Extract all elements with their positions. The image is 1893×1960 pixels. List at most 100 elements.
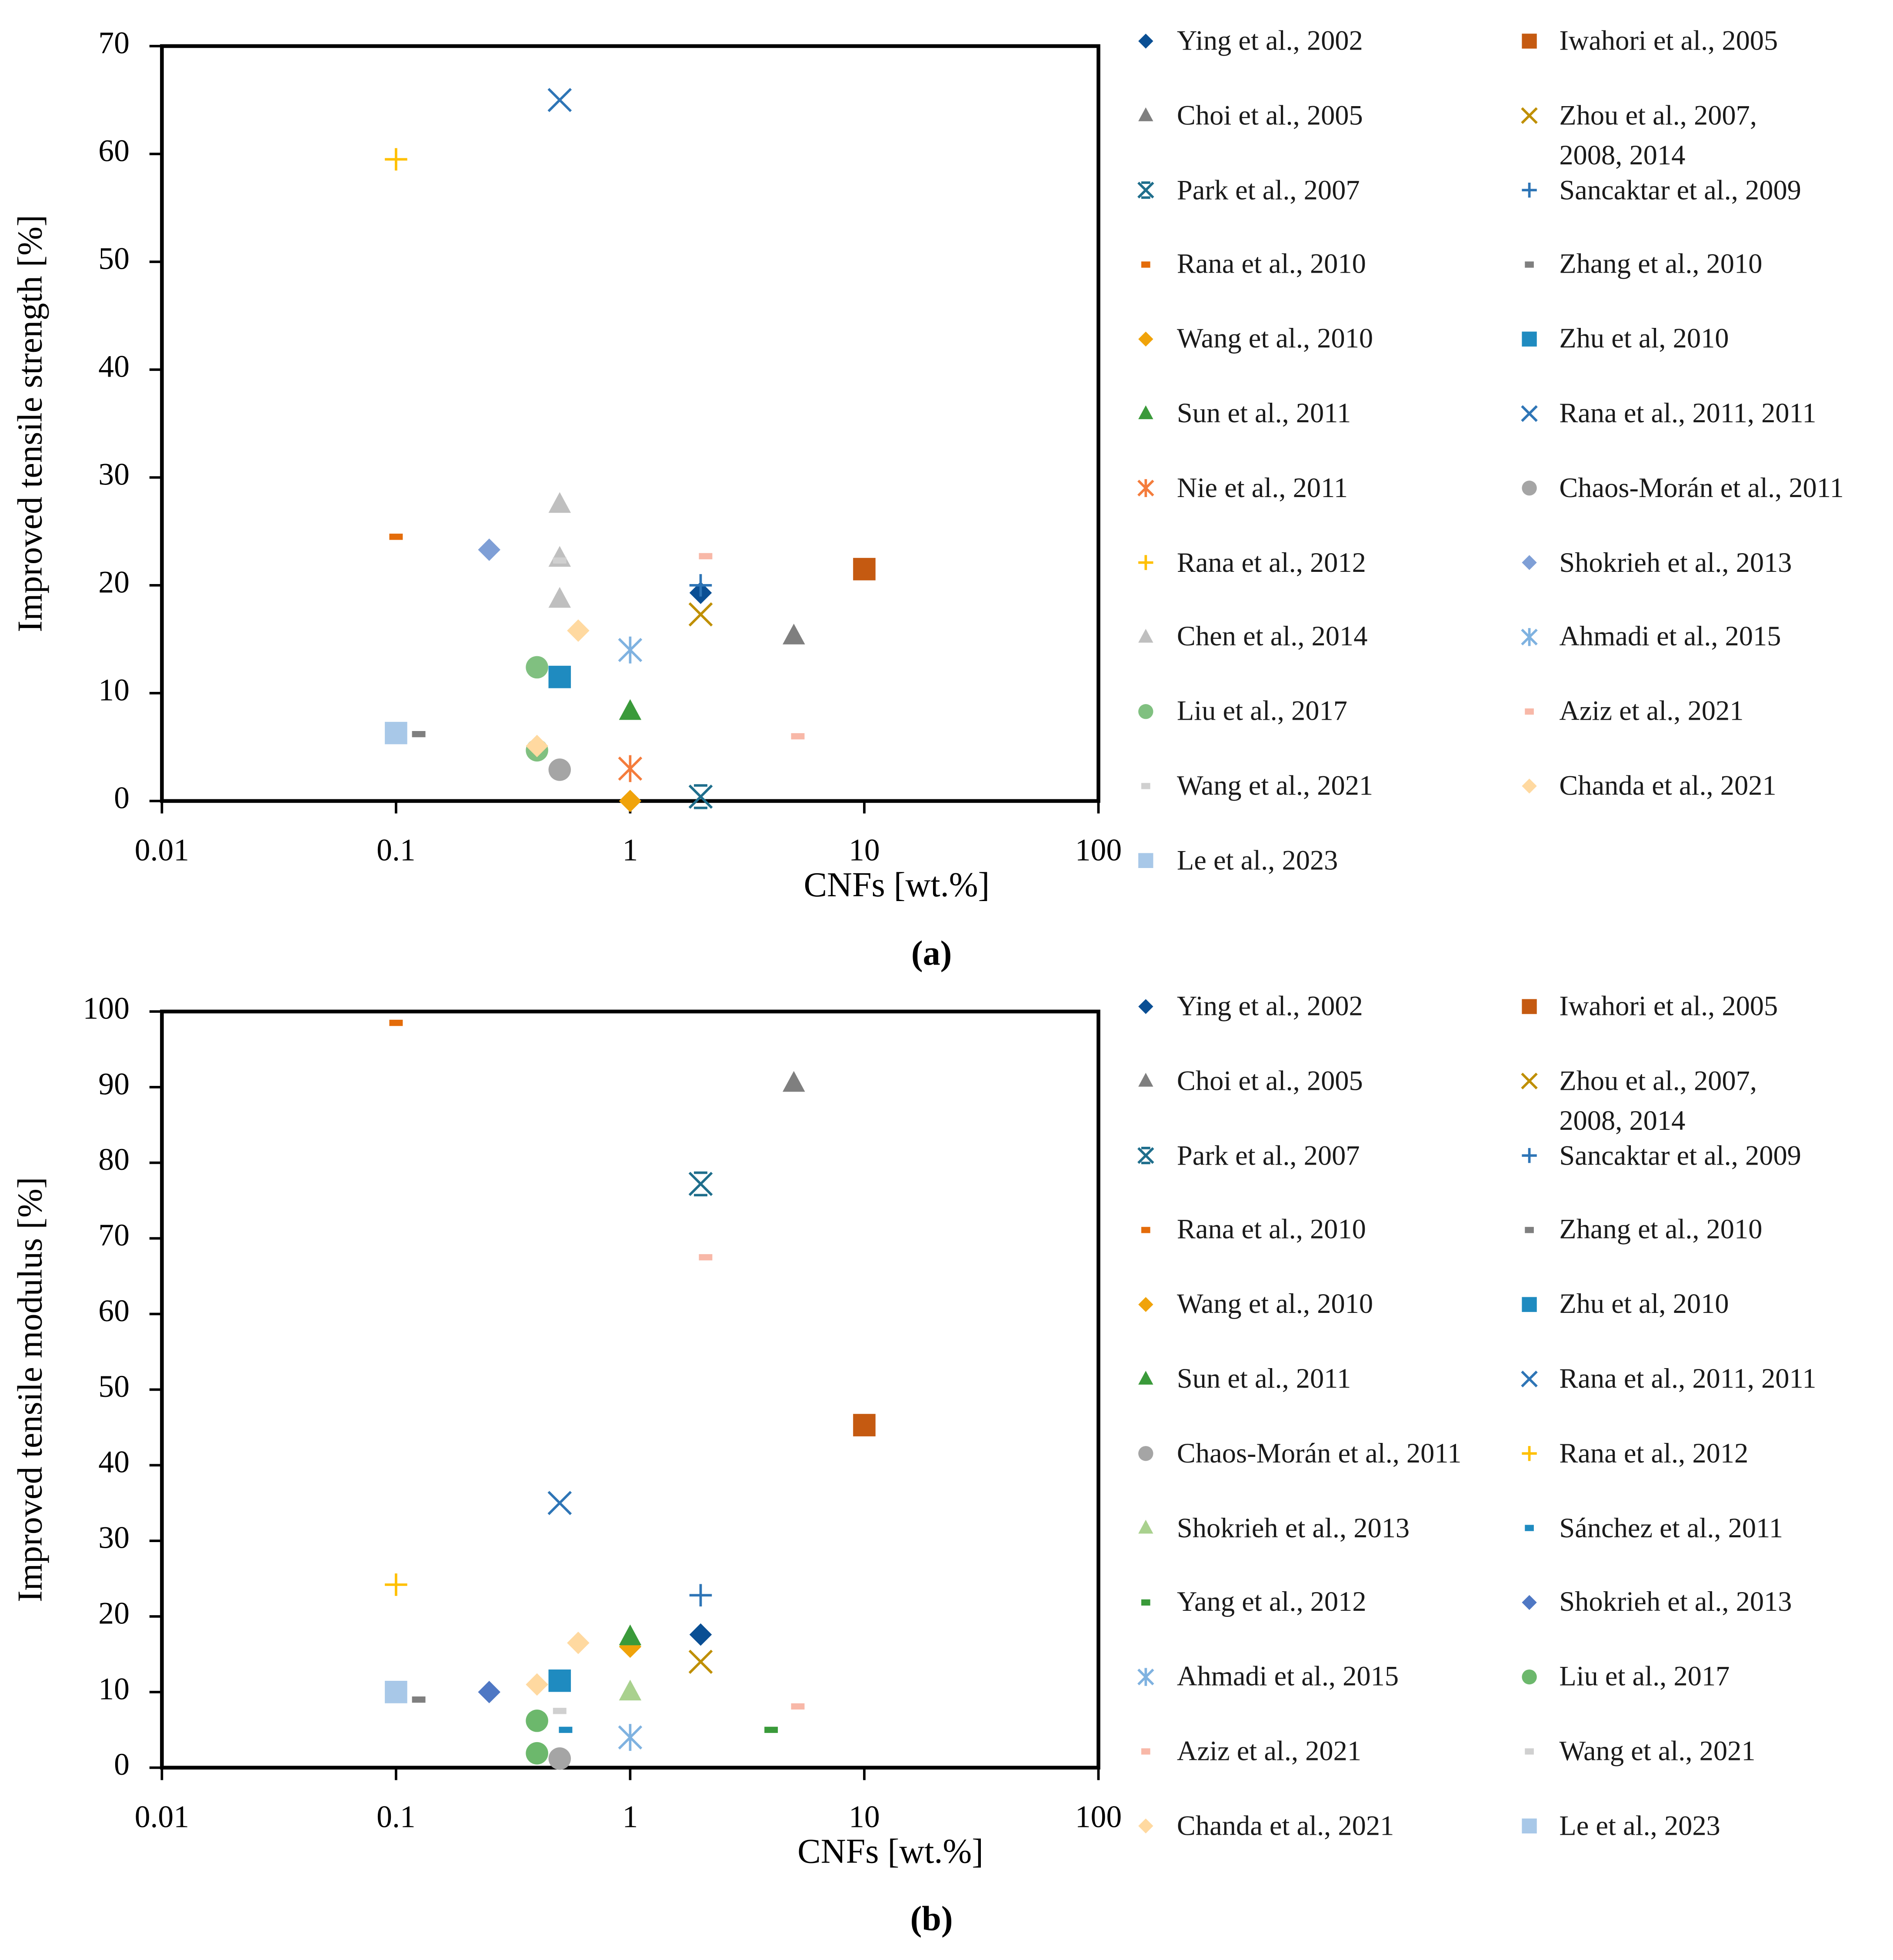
legend-entry: Park et al., 2007 <box>1176 1139 1360 1171</box>
data-point <box>689 1623 712 1646</box>
legend-label: Sánchez et al., 2011 <box>1559 1512 1783 1543</box>
caption: (b) <box>910 1900 953 1938</box>
legend-entry: Zhang et al., 2010 <box>1559 248 1762 280</box>
data-point <box>385 148 407 171</box>
y-tick-label: 10 <box>98 673 130 707</box>
legend-marker <box>1521 1072 1538 1090</box>
legend-marker <box>1137 1147 1154 1165</box>
data-point <box>548 1747 571 1770</box>
legend-marker <box>1522 778 1537 794</box>
legend-label: Rana et al., 2012 <box>1176 546 1366 578</box>
legend-entry: Wang et al., 2010 <box>1176 1288 1373 1320</box>
legend-entry: Shokrieh et al., 2013 <box>1177 1512 1410 1543</box>
legend-entry: Wang et al., 2021 <box>1177 770 1373 801</box>
legend-entry: Aziz et al., 2021 <box>1559 695 1744 727</box>
legend-entry: Rana et al., 2012 <box>1176 546 1366 578</box>
legend-label: Ying et al., 2002 <box>1176 25 1363 56</box>
legend-marker <box>1138 1072 1153 1087</box>
legend-marker <box>1522 999 1537 1014</box>
legend-entry: Ahmadi et al., 2015 <box>1559 621 1781 652</box>
legend-marker <box>1138 331 1153 347</box>
legend-label: Park et al., 2007 <box>1176 1139 1360 1171</box>
legend-label: Rana et al., 2010 <box>1176 248 1366 280</box>
legend-entry: Zhou et al., 2007, 2008, 2014 <box>1559 1065 1757 1136</box>
caption: (a) <box>911 934 952 972</box>
data-point <box>783 624 805 644</box>
legend-entry: Nie et al., 2011 <box>1177 472 1348 503</box>
legend-label: Aziz et al., 2021 <box>1559 695 1744 727</box>
data-point <box>619 1680 642 1701</box>
legend-marker <box>1522 182 1537 198</box>
legend-entry: Rana et al., 2010 <box>1176 248 1366 280</box>
legend-entry: Ying et al., 2002 <box>1177 990 1363 1022</box>
y-tick-label: 40 <box>98 1445 130 1479</box>
legend-label: Sancaktar et al., 2009 <box>1559 174 1801 205</box>
legend-label: Le et al., 2023 <box>1559 1810 1720 1841</box>
plot-frame <box>160 44 1100 803</box>
legend-marker <box>1522 1297 1537 1312</box>
legend-entry: Sun et al., 2011 <box>1176 397 1351 429</box>
legend-entry: Sancaktar et al., 2009 <box>1559 174 1801 205</box>
legend-marker <box>1138 629 1153 643</box>
data-point <box>526 1673 548 1696</box>
legend-entry: Chanda et al., 2021 <box>1559 770 1776 801</box>
legend-marker <box>1522 1446 1537 1461</box>
legend-entry: Liu et al., 2017 <box>1177 695 1347 727</box>
legend-marker <box>1137 181 1154 199</box>
legend-marker <box>1522 481 1537 496</box>
legend-marker <box>1138 1519 1153 1534</box>
data-point <box>547 1491 572 1515</box>
legend-label: Shokrieh et al., 2013 <box>1559 546 1792 578</box>
legend-label: Zhu et al, 2010 <box>1559 323 1729 354</box>
y-tick-label: 10 <box>98 1672 130 1706</box>
legend-entry: Choi et al., 2005 <box>1176 99 1363 131</box>
legend-label: Wang et al., 2010 <box>1176 323 1373 354</box>
legend-label: Chaos-Morán et al., 2011 <box>1176 1437 1462 1469</box>
legend-entry: Le et al., 2023 <box>1559 1810 1720 1841</box>
legend-label: Sancaktar et al., 2009 <box>1559 1139 1801 1171</box>
y-axis-title: Improved tensile modulus [%] <box>11 1177 50 1603</box>
data-point <box>853 558 876 581</box>
legend-label: Rana et al., 2011, 2011 <box>1559 397 1816 429</box>
legend-marker <box>1521 628 1538 646</box>
legend-marker <box>1138 999 1153 1014</box>
legend-entry: Zhu et al, 2010 <box>1559 323 1729 354</box>
legend-label: Shokrieh et al., 2013 <box>1559 1586 1792 1618</box>
legend-entry: Rana et al., 2012 <box>1559 1437 1748 1469</box>
legend-label: Choi et al., 2005 <box>1176 99 1363 131</box>
legend-label: Le et al., 2023 <box>1176 844 1338 876</box>
legend-marker <box>1137 479 1154 497</box>
y-tick-label: 100 <box>83 991 129 1025</box>
data-point <box>618 1724 643 1751</box>
legend-label: Chanda et al., 2021 <box>1176 1810 1394 1841</box>
data-point <box>526 735 548 758</box>
legend-entry: Chen et al., 2014 <box>1177 621 1368 652</box>
legend-label: Zhang et al., 2010 <box>1559 1214 1763 1245</box>
legend-entry: Le et al., 2023 <box>1176 844 1338 876</box>
legend-entry: Sun et al., 2011 <box>1177 1363 1351 1394</box>
legend-marker <box>1522 1148 1537 1163</box>
legend-entry: Iwahori et al., 2005 <box>1559 25 1778 56</box>
x-tick-label: 0.1 <box>377 1800 416 1834</box>
y-tick-label: 20 <box>98 565 130 599</box>
data-point <box>688 1649 713 1674</box>
legend-entry: Rana et al., 2011, 2011 <box>1559 397 1816 429</box>
y-tick-label: 30 <box>98 457 130 491</box>
legend-label: Chanda et al., 2021 <box>1559 770 1776 801</box>
data-point <box>478 1681 500 1703</box>
legend-label: Yang et al., 2012 <box>1176 1586 1366 1618</box>
data-point <box>526 656 548 679</box>
y-tick-label: 0 <box>114 1747 130 1782</box>
legend-marker <box>1521 405 1538 422</box>
data-point <box>548 1669 571 1692</box>
y-tick-label: 20 <box>98 1596 130 1630</box>
legend-label: Sun et al., 2011 <box>1176 397 1351 429</box>
legend-label: Ahmadi et al., 2015 <box>1176 1660 1399 1692</box>
y-tick-label: 30 <box>98 1521 130 1555</box>
y-tick-label: 40 <box>98 349 130 384</box>
legend-marker <box>1521 107 1538 124</box>
legend-entry: Shokrieh et al., 2013 <box>1559 546 1792 578</box>
data-point <box>853 1414 876 1436</box>
legend-label: Wang et al., 2010 <box>1176 1288 1373 1320</box>
data-point <box>619 699 642 720</box>
